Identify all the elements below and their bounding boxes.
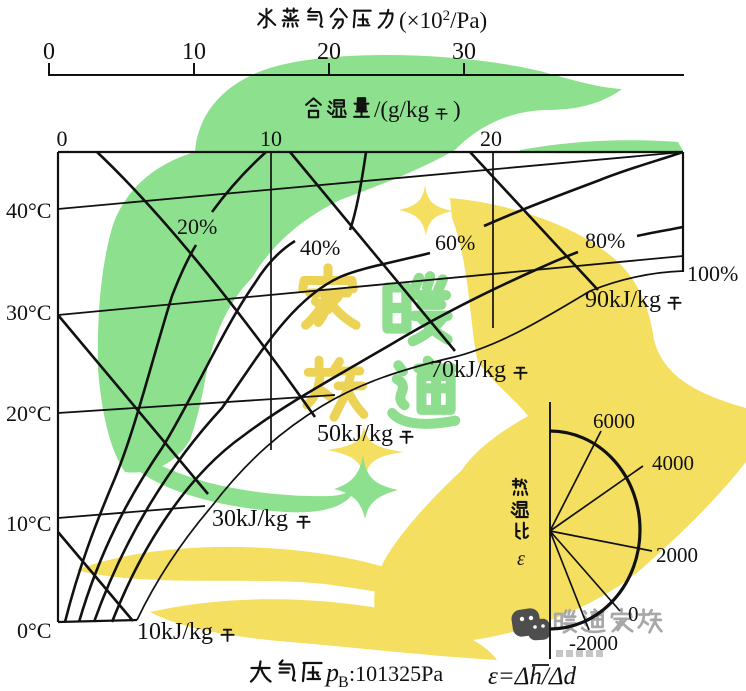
svg-text:90kJ/kg: 90kJ/kg	[585, 287, 661, 313]
svg-text:/(g/kg: /(g/kg	[374, 97, 429, 122]
svg-text:2000: 2000	[656, 543, 698, 567]
svg-text:50kJ/kg: 50kJ/kg	[317, 421, 393, 447]
svg-text:20%: 20%	[177, 214, 217, 239]
svg-text:6000: 6000	[593, 409, 635, 433]
svg-text:30°C: 30°C	[6, 300, 51, 325]
svg-text:0°C: 0°C	[17, 618, 51, 643]
svg-text:10: 10	[182, 39, 206, 65]
svg-text:20°C: 20°C	[6, 401, 51, 426]
svg-text:p: p	[324, 658, 339, 687]
svg-text:0: 0	[43, 39, 55, 65]
svg-text:B: B	[338, 674, 349, 691]
svg-text:ε=Δh/Δd: ε=Δh/Δd	[488, 663, 577, 690]
svg-text:0: 0	[57, 126, 68, 151]
svg-text:10kJ/kg: 10kJ/kg	[137, 619, 213, 645]
svg-text:80%: 80%	[585, 228, 625, 253]
svg-text:40%: 40%	[300, 235, 340, 260]
svg-text:60%: 60%	[435, 230, 475, 255]
svg-text:100%: 100%	[687, 261, 738, 286]
svg-text:70kJ/kg: 70kJ/kg	[430, 357, 506, 383]
svg-text:30kJ/kg: 30kJ/kg	[212, 506, 288, 532]
svg-text:10: 10	[260, 126, 282, 151]
svg-text:40°C: 40°C	[6, 198, 51, 223]
svg-text:20: 20	[480, 126, 502, 151]
svg-text:): )	[453, 97, 461, 122]
svg-text:20: 20	[317, 39, 341, 65]
svg-text:ε: ε	[517, 548, 525, 570]
svg-text:30: 30	[452, 39, 476, 65]
svg-text:4000: 4000	[652, 451, 694, 475]
svg-text:0: 0	[628, 602, 639, 626]
svg-text:10°C: 10°C	[6, 511, 51, 536]
svg-text:-2000: -2000	[569, 631, 618, 655]
svg-text::101325Pa: :101325Pa	[349, 661, 443, 686]
